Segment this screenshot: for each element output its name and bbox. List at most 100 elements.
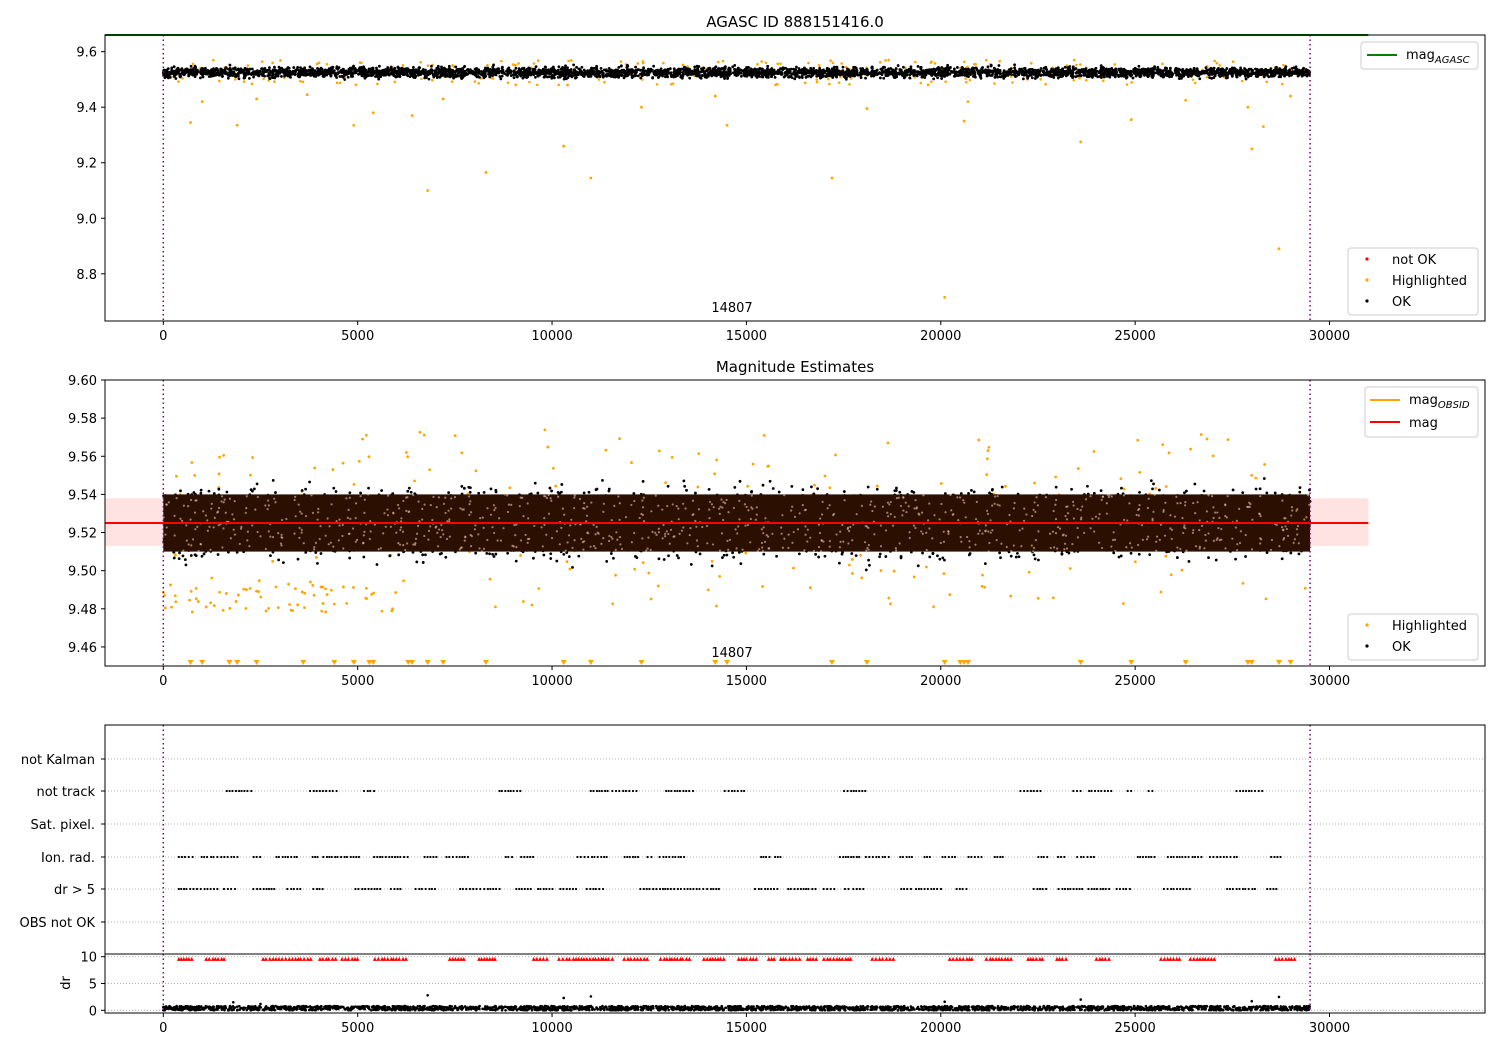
ok-point bbox=[876, 73, 879, 76]
highlighted-point bbox=[296, 603, 299, 606]
ok-point bbox=[1199, 72, 1202, 75]
highlighted-point bbox=[1180, 569, 1183, 572]
panel1-legend-upper[interactable]: magAGASC bbox=[1361, 42, 1478, 69]
ok-point bbox=[422, 72, 425, 75]
highlighted-point bbox=[761, 585, 764, 588]
ok-point bbox=[629, 68, 632, 71]
ok-point bbox=[1234, 68, 1237, 71]
highlighted-point bbox=[259, 596, 262, 599]
highlighted-point bbox=[1052, 596, 1055, 599]
panel1-legend-lower[interactable]: not OK Highlighted OK bbox=[1348, 248, 1478, 315]
ok-point bbox=[1227, 71, 1230, 74]
ok-point bbox=[320, 69, 323, 72]
ok-point bbox=[731, 65, 734, 68]
ok-point bbox=[372, 70, 375, 73]
ok-point bbox=[1055, 67, 1058, 70]
ok-point bbox=[1139, 73, 1142, 76]
ok-point bbox=[496, 70, 499, 73]
ok-point bbox=[296, 66, 299, 69]
highlighted-point bbox=[361, 438, 364, 441]
ok-point bbox=[513, 76, 516, 79]
ok-point bbox=[589, 74, 592, 77]
panel1-data bbox=[105, 35, 1368, 321]
ok-point bbox=[1005, 71, 1008, 74]
ok-point bbox=[546, 72, 549, 75]
highlighted-point bbox=[188, 599, 191, 602]
ok-point bbox=[895, 67, 898, 70]
highlighted-point bbox=[630, 461, 633, 464]
ok-point bbox=[681, 77, 684, 80]
ok-point bbox=[1296, 71, 1299, 74]
ok-point bbox=[1016, 71, 1019, 74]
ok-point bbox=[1307, 70, 1310, 73]
ok-point bbox=[605, 73, 608, 76]
ok-point bbox=[1208, 76, 1211, 79]
ok-point bbox=[392, 68, 395, 71]
ok-point bbox=[1050, 75, 1053, 78]
ok-point bbox=[565, 77, 568, 80]
ok-point bbox=[463, 70, 466, 73]
ok-point bbox=[1036, 70, 1039, 73]
highlighted-point bbox=[834, 454, 837, 457]
highlighted-point bbox=[650, 598, 653, 601]
legend-label-not-ok: not OK bbox=[1392, 253, 1437, 268]
ok-point bbox=[596, 75, 599, 78]
ok-point bbox=[336, 71, 339, 74]
highlighted-point bbox=[714, 95, 717, 98]
ok-point bbox=[774, 76, 777, 79]
ok-point bbox=[1026, 77, 1029, 80]
ok-point bbox=[608, 67, 611, 70]
ok-point bbox=[507, 69, 510, 72]
highlighted-point bbox=[192, 63, 195, 66]
ok-point bbox=[954, 74, 957, 77]
ok-point bbox=[761, 72, 764, 75]
ok-point bbox=[908, 77, 911, 80]
ok-point bbox=[173, 74, 176, 77]
ok-point bbox=[747, 66, 750, 69]
highlighted-point bbox=[537, 587, 540, 590]
ok-point bbox=[561, 73, 564, 76]
highlighted-point bbox=[500, 60, 503, 63]
ok-point bbox=[514, 73, 517, 76]
ok-point bbox=[583, 69, 586, 72]
ok-point bbox=[616, 70, 619, 73]
ok-point bbox=[1271, 70, 1274, 73]
ok-point bbox=[443, 67, 446, 70]
ok-point bbox=[324, 69, 327, 72]
ok-point bbox=[737, 71, 740, 74]
ok-point bbox=[614, 72, 617, 75]
ok-point bbox=[501, 66, 504, 69]
highlighted-point bbox=[306, 93, 309, 96]
ok-point bbox=[313, 70, 316, 73]
ok-point bbox=[1168, 70, 1171, 73]
highlighted-point bbox=[255, 590, 258, 593]
ok-point bbox=[1106, 73, 1109, 76]
y-tick-label: 9.4 bbox=[76, 101, 97, 116]
ok-point bbox=[647, 73, 650, 76]
ok-point bbox=[1147, 75, 1150, 78]
highlighted-point bbox=[1033, 482, 1036, 485]
highlighted-point bbox=[1044, 83, 1047, 86]
highlighted-point bbox=[262, 78, 265, 81]
highlighted-point bbox=[324, 611, 327, 614]
ok-point bbox=[835, 76, 838, 79]
highlighted-point bbox=[948, 593, 951, 596]
highlighted-point bbox=[508, 486, 511, 489]
highlighted-point bbox=[513, 64, 516, 67]
highlighted-point bbox=[236, 124, 239, 127]
highlighted-point bbox=[324, 588, 327, 591]
highlighted-point bbox=[642, 62, 645, 65]
ok-point bbox=[428, 78, 431, 81]
highlighted-point bbox=[711, 560, 714, 563]
highlighted-point bbox=[717, 61, 720, 64]
ok-point bbox=[266, 74, 269, 77]
ok-point bbox=[1160, 71, 1163, 74]
ok-point bbox=[196, 69, 199, 72]
ok-point bbox=[229, 64, 232, 67]
ok-point bbox=[247, 70, 250, 73]
ok-point bbox=[704, 73, 707, 76]
highlighted-point bbox=[715, 458, 718, 461]
ok-point bbox=[779, 70, 782, 73]
ok-point bbox=[338, 66, 341, 69]
